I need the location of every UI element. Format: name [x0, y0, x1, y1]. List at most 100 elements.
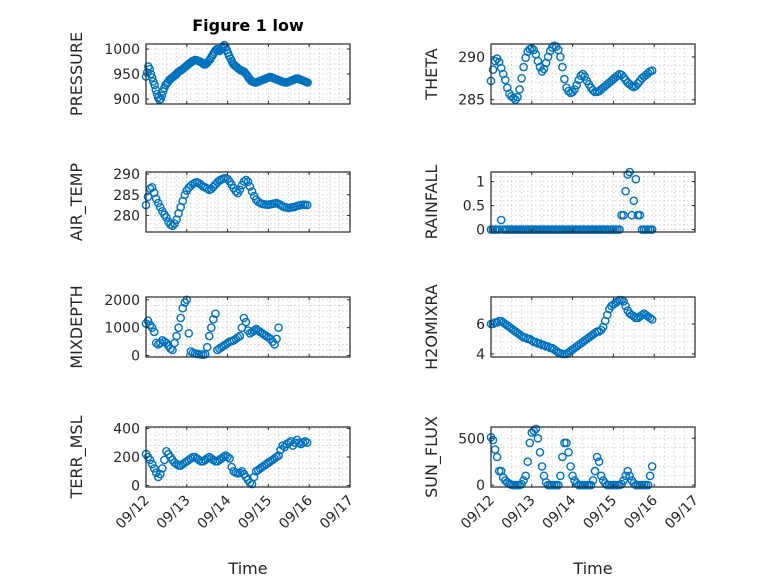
data-point	[157, 91, 167, 100]
data-point	[647, 66, 657, 75]
data-point	[586, 480, 596, 490]
x-tick-label: 09/17	[317, 493, 357, 533]
data-point	[150, 80, 159, 90]
data-point	[537, 462, 547, 471]
data-point	[147, 182, 157, 192]
y-tick-label: 400	[113, 421, 140, 437]
data-point	[204, 331, 214, 341]
data-point	[635, 210, 645, 220]
data-point	[562, 438, 571, 448]
subplot-h2omixra: 4 6 H2OMIXRA	[422, 284, 696, 370]
y-tick-label: 0	[476, 223, 485, 239]
y-tick-label: 290	[458, 50, 485, 66]
y-tick-label: 500	[458, 431, 485, 447]
data-point	[619, 297, 628, 306]
axes-background	[491, 172, 695, 232]
data-point	[621, 471, 630, 481]
data-point	[629, 196, 639, 206]
data-point	[531, 424, 541, 434]
data-point	[560, 74, 569, 84]
y-axis-label: AIR_TEMP	[67, 163, 87, 241]
data-point	[274, 323, 283, 333]
data-point	[202, 342, 212, 352]
data-point	[492, 318, 502, 327]
y-tick-label: 1000	[104, 321, 140, 337]
data-point	[202, 454, 212, 463]
axes-frame	[145, 296, 351, 358]
data-point	[272, 334, 281, 344]
data-point	[219, 452, 228, 462]
data-point	[241, 317, 251, 327]
data-point	[153, 198, 163, 208]
data-point	[535, 447, 545, 457]
data-point	[229, 466, 238, 476]
data-point	[298, 438, 308, 448]
x-axis-label: Time	[572, 559, 612, 578]
subplot-mixdepth: 0 1000 2000 MIXDEPTH	[67, 285, 351, 369]
axes-background	[491, 297, 695, 357]
axes-frame	[490, 426, 696, 488]
data-point	[588, 476, 598, 485]
subplot-pressure: 900 950 1000 PRESSURE	[67, 32, 351, 116]
data-point	[170, 219, 179, 228]
subplot-sun_flux: 0 500 SUN_FLUX 09/12 09/13 09/14 09/15 09/16 09/…	[422, 416, 702, 578]
data-point	[523, 457, 533, 467]
y-axis-label: H2OMIXRA	[422, 284, 441, 370]
data-point	[613, 297, 622, 306]
data-point	[162, 213, 171, 222]
x-tick-label: 09/16	[276, 492, 316, 532]
data-point	[194, 455, 204, 465]
data-point	[556, 471, 565, 481]
data-point	[176, 313, 185, 323]
y-axis-label: MIXDEPTH	[67, 285, 86, 368]
data-point	[535, 62, 545, 72]
data-point	[300, 436, 310, 446]
data-point	[627, 210, 637, 220]
data-point	[211, 309, 220, 319]
y-tick-label: 290	[113, 167, 140, 183]
y-axis-label: RAINFALL	[422, 165, 441, 240]
x-tick-label: 09/12	[113, 493, 153, 533]
data-point	[521, 471, 531, 481]
data-point	[227, 462, 236, 472]
x-tick-label: 09/15	[235, 493, 275, 533]
y-tick-label: 285	[113, 188, 140, 204]
data-point	[149, 464, 159, 473]
data-point	[249, 326, 259, 335]
data-point	[302, 200, 312, 210]
y-tick-label: 1	[476, 175, 485, 191]
data-point	[184, 328, 194, 338]
data-point	[529, 45, 539, 55]
data-point	[155, 469, 165, 479]
data-point	[637, 310, 647, 320]
data-point	[206, 323, 216, 333]
data-point	[488, 435, 498, 445]
data-point	[494, 225, 504, 234]
data-point	[643, 480, 653, 490]
y-tick-label: 0	[131, 349, 140, 365]
data-point	[615, 225, 624, 234]
data-point	[208, 314, 218, 324]
data-point	[570, 85, 579, 94]
x-tick-label: 09/13	[499, 493, 539, 533]
data-point	[623, 466, 633, 476]
y-tick-label: 1000	[104, 42, 140, 58]
data-point	[274, 451, 283, 460]
data-point	[239, 177, 249, 186]
y-axis-label: SUN_FLUX	[422, 416, 442, 498]
axes-frame	[490, 43, 696, 105]
x-tick-label: 09/15	[580, 493, 620, 533]
data-point	[247, 187, 257, 196]
data-point	[613, 71, 622, 80]
data-point	[151, 468, 161, 478]
data-point	[558, 62, 567, 72]
data-point	[168, 221, 177, 231]
data-point	[631, 174, 641, 184]
data-point	[513, 92, 522, 102]
data-point	[645, 471, 655, 481]
data-point	[235, 468, 245, 478]
data-point	[243, 177, 253, 187]
x-tick-label: 09/14	[195, 492, 235, 532]
data-point	[155, 202, 165, 212]
y-tick-label: 0.5	[463, 199, 485, 215]
